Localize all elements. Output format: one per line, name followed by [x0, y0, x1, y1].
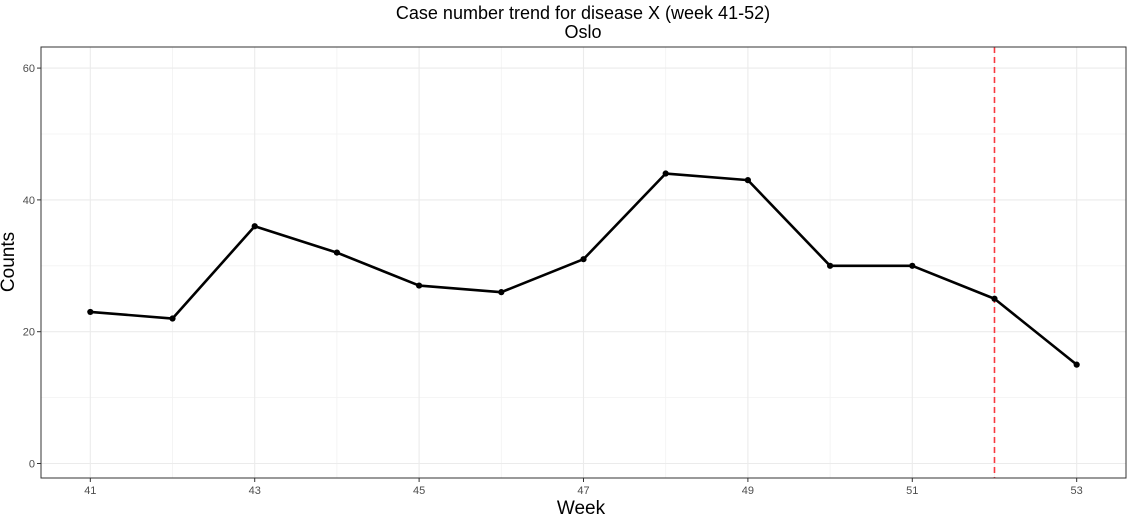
- y-tick-label: 60: [23, 63, 35, 75]
- data-point: [826, 262, 834, 269]
- y-axis-title: Counts: [0, 232, 19, 292]
- x-axis: 41 43 45 47 49 51 53: [84, 478, 1083, 497]
- y-tick-label: 40: [23, 195, 35, 207]
- data-point: [169, 315, 176, 322]
- y-axis: 0 20 40 60: [23, 63, 41, 471]
- data-point: [1073, 361, 1080, 368]
- data-point: [744, 177, 751, 184]
- x-tick-label: 47: [577, 485, 589, 497]
- y-tick-label: 20: [23, 327, 35, 339]
- x-tick-label: 41: [84, 485, 96, 497]
- chart-title: Case number trend for disease X (week 41…: [396, 3, 770, 23]
- x-tick-label: 49: [742, 485, 754, 497]
- data-point: [580, 256, 587, 263]
- x-tick-label: 45: [413, 485, 425, 497]
- x-axis-title: Week: [557, 498, 606, 519]
- x-tick-label: 43: [249, 485, 261, 497]
- chart-subtitle: Oslo: [564, 22, 601, 42]
- x-tick-label: 53: [1071, 485, 1083, 497]
- points-layer: [87, 170, 1080, 368]
- data-point: [251, 223, 258, 230]
- data-point: [498, 289, 505, 296]
- data-point: [991, 295, 998, 302]
- data-point: [333, 249, 341, 256]
- data-point: [909, 262, 916, 269]
- x-tick-label: 51: [906, 485, 918, 497]
- data-point: [662, 170, 669, 177]
- data-point: [87, 308, 94, 316]
- data-point: [416, 282, 423, 289]
- major-gridlines: [41, 47, 1126, 478]
- y-tick-label: 0: [29, 459, 35, 471]
